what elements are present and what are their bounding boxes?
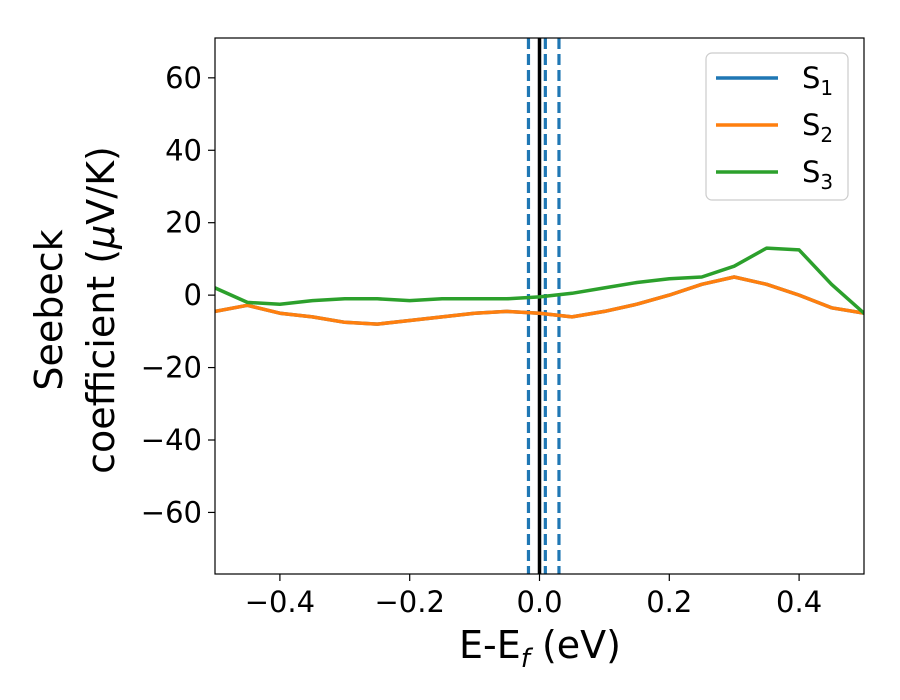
x-tick-label: 0.4	[776, 585, 822, 619]
y-axis-label-line2: coefficient (μV/K)	[79, 146, 123, 474]
x-axis-label-suffix: (eV)	[530, 623, 621, 667]
x-tick-label: −0.2	[374, 585, 444, 619]
legend-label-main: S	[802, 155, 820, 189]
legend-label-subscript: 1	[820, 76, 833, 100]
legend-label-main: S	[802, 61, 820, 95]
y-tick-label: −60	[141, 495, 202, 529]
y-tick-label: 0	[184, 278, 202, 312]
y-axis-label: Seebeck coefficient (μV/K)	[27, 146, 123, 474]
legend-label-subscript: 3	[820, 170, 833, 194]
y-axis-label-mu: μ	[79, 225, 123, 250]
series-line-3	[215, 246, 864, 315]
reference-lines	[526, 38, 561, 574]
y-tick-label: 60	[165, 61, 202, 95]
y-axis-label-line1: Seebeck	[27, 229, 71, 390]
y-tick-label: −20	[141, 351, 202, 385]
y-axis-label-prefix: coefficient (	[79, 249, 123, 474]
legend-label-2: S2	[802, 108, 833, 147]
y-tick-label: 40	[165, 133, 202, 167]
series-lines	[215, 246, 864, 326]
x-tick-label: 0.0	[516, 585, 562, 619]
legend-label-subscript: 2	[820, 123, 833, 147]
legend-label-3: S3	[802, 155, 833, 194]
series-line-2	[215, 275, 864, 326]
legend-label-main: S	[802, 108, 820, 142]
x-tick-label: −0.4	[245, 585, 315, 619]
x-axis-label-main: E-E	[459, 623, 521, 667]
y-tick-label: 20	[165, 206, 202, 240]
legend-label-1: S1	[802, 61, 833, 100]
x-axis-label: E-Ef (eV)	[459, 623, 621, 674]
y-axis-label-unit: V/K)	[79, 146, 123, 225]
y-axis: −60 −40 −20 0 20 40 60	[141, 61, 215, 529]
x-axis: −0.4 −0.2 0.0 0.2 0.4	[245, 574, 822, 619]
x-tick-label: 0.2	[646, 585, 692, 619]
y-tick-label: −40	[141, 423, 202, 457]
